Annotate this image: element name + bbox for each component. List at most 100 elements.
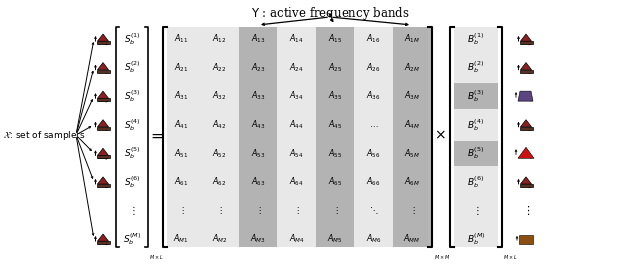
Bar [519, 235, 533, 244]
Bar [238, 27, 277, 247]
Text: $A_{33}$: $A_{33}$ [251, 90, 265, 102]
Text: $A_{62}$: $A_{62}$ [212, 176, 227, 188]
Text: $S_b^{(2)}$: $S_b^{(2)}$ [123, 60, 141, 75]
Text: $\mathcal{X}$: set of samplers: $\mathcal{X}$: set of samplers [3, 128, 86, 142]
Polygon shape [97, 148, 109, 155]
Text: $A_{22}$: $A_{22}$ [212, 61, 227, 74]
Text: $A_{36}$: $A_{36}$ [366, 90, 381, 102]
Text: $A_{51}$: $A_{51}$ [174, 147, 188, 159]
Text: $A_{66}$: $A_{66}$ [366, 176, 381, 188]
Text: $A_{64}$: $A_{64}$ [289, 176, 304, 188]
Polygon shape [97, 127, 109, 130]
Text: $\vdots$: $\vdots$ [522, 204, 530, 217]
Text: $B_b^{(3)}$: $B_b^{(3)}$ [467, 88, 485, 104]
Polygon shape [520, 127, 532, 130]
Text: $A_{41}$: $A_{41}$ [174, 119, 188, 131]
Text: $\ldots$: $\ldots$ [369, 120, 378, 129]
Text: $A_{M2}$: $A_{M2}$ [212, 233, 228, 245]
Polygon shape [520, 177, 532, 184]
Text: $A_{16}$: $A_{16}$ [366, 33, 381, 45]
Text: $S_b^{(6)}$: $S_b^{(6)}$ [123, 174, 141, 190]
Text: $A_{2M}$: $A_{2M}$ [404, 61, 420, 74]
Text: $_{M \times M}$: $_{M \times M}$ [434, 253, 450, 262]
Text: $A_{13}$: $A_{13}$ [251, 33, 265, 45]
Polygon shape [520, 184, 532, 187]
Text: $\vdots$: $\vdots$ [409, 205, 415, 216]
Text: $A_{31}$: $A_{31}$ [174, 90, 188, 102]
Polygon shape [97, 241, 109, 244]
Text: $A_{54}$: $A_{54}$ [289, 147, 304, 159]
Polygon shape [97, 98, 109, 101]
Text: $A_{61}$: $A_{61}$ [174, 176, 188, 188]
Text: $A_{24}$: $A_{24}$ [289, 61, 304, 74]
Text: $A_{55}$: $A_{55}$ [328, 147, 342, 159]
Polygon shape [97, 70, 109, 73]
Polygon shape [97, 155, 109, 158]
Text: $\vdots$: $\vdots$ [128, 204, 135, 217]
Text: $A_{23}$: $A_{23}$ [251, 61, 265, 74]
Polygon shape [97, 177, 109, 184]
Text: $A_{25}$: $A_{25}$ [328, 61, 342, 74]
Text: $A_{MM}$: $A_{MM}$ [403, 233, 421, 245]
Text: $\vdots$: $\vdots$ [216, 205, 223, 216]
Text: $\vdots$: $\vdots$ [293, 205, 300, 216]
Polygon shape [520, 70, 532, 73]
Bar [315, 27, 354, 247]
Text: $A_{21}$: $A_{21}$ [174, 61, 188, 74]
Text: $S_b^{(5)}$: $S_b^{(5)}$ [123, 145, 141, 161]
Text: $A_{M5}$: $A_{M5}$ [327, 233, 343, 245]
Polygon shape [97, 63, 109, 70]
Text: $A_{4M}$: $A_{4M}$ [404, 119, 420, 131]
Text: $\Upsilon$ : active frequency bands: $\Upsilon$ : active frequency bands [251, 5, 409, 22]
Text: $S_b^{(1)}$: $S_b^{(1)}$ [123, 31, 141, 47]
Text: $A_{3M}$: $A_{3M}$ [404, 90, 420, 102]
Text: $S_b^{(M)}$: $S_b^{(M)}$ [123, 231, 141, 247]
Bar [393, 27, 431, 247]
Bar [454, 141, 498, 166]
Text: $A_{45}$: $A_{45}$ [328, 119, 342, 131]
Polygon shape [97, 34, 109, 41]
Text: $B_b^{(5)}$: $B_b^{(5)}$ [467, 145, 485, 161]
Text: $A_{12}$: $A_{12}$ [212, 33, 227, 45]
Text: $A_{M1}$: $A_{M1}$ [173, 233, 189, 245]
Text: $A_{1M}$: $A_{1M}$ [404, 33, 420, 45]
Text: $\vdots$: $\vdots$ [254, 205, 261, 216]
Text: $B_b^{(1)}$: $B_b^{(1)}$ [467, 31, 485, 47]
Text: $\vdots$: $\vdots$ [332, 205, 338, 216]
Text: $S_b^{(4)}$: $S_b^{(4)}$ [123, 117, 141, 133]
Text: $\ddots$: $\ddots$ [369, 205, 378, 216]
Bar [454, 84, 498, 109]
Text: $A_{M4}$: $A_{M4}$ [289, 233, 305, 245]
Polygon shape [97, 91, 109, 98]
Polygon shape [518, 147, 534, 158]
Text: $A_{6M}$: $A_{6M}$ [404, 176, 420, 188]
Text: $A_{11}$: $A_{11}$ [174, 33, 188, 45]
Polygon shape [520, 120, 532, 127]
Text: $A_{35}$: $A_{35}$ [328, 90, 342, 102]
Text: $\times$: $\times$ [434, 128, 446, 142]
Text: $_{M \times L}$: $_{M \times L}$ [503, 253, 518, 262]
Text: $B_b^{(2)}$: $B_b^{(2)}$ [467, 60, 485, 75]
Bar [454, 27, 498, 247]
Text: $A_{42}$: $A_{42}$ [212, 119, 227, 131]
Polygon shape [97, 120, 109, 127]
Text: $A_{5M}$: $A_{5M}$ [404, 147, 420, 159]
Polygon shape [97, 41, 109, 44]
Text: $B_b^{(M)}$: $B_b^{(M)}$ [467, 231, 485, 247]
Text: $A_{56}$: $A_{56}$ [366, 147, 381, 159]
Polygon shape [97, 184, 109, 187]
Polygon shape [518, 91, 533, 101]
Text: $A_{63}$: $A_{63}$ [251, 176, 265, 188]
Text: $A_{53}$: $A_{53}$ [251, 147, 265, 159]
Text: $B_b^{(4)}$: $B_b^{(4)}$ [467, 117, 485, 133]
Text: $A_{32}$: $A_{32}$ [212, 90, 227, 102]
Polygon shape [520, 41, 532, 44]
Polygon shape [520, 63, 532, 70]
Text: $A_{43}$: $A_{43}$ [251, 119, 265, 131]
Text: $=$: $=$ [148, 128, 164, 142]
Text: $_{M \times L}$: $_{M \times L}$ [149, 253, 163, 262]
Text: $A_{15}$: $A_{15}$ [328, 33, 342, 45]
Text: $A_{14}$: $A_{14}$ [289, 33, 304, 45]
Text: $A_{26}$: $A_{26}$ [366, 61, 381, 74]
Text: $\vdots$: $\vdots$ [177, 205, 184, 216]
